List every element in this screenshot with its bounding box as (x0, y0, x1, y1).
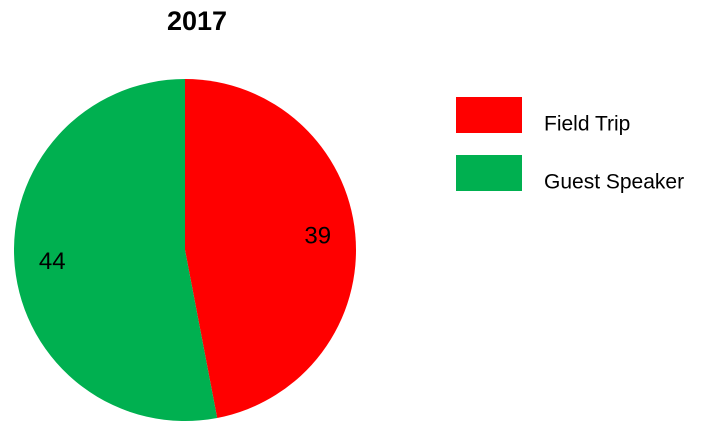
legend-swatch (456, 155, 522, 191)
data-label: 44 (39, 248, 66, 275)
pie-slice (14, 79, 218, 421)
legend-label: Field Trip (544, 113, 630, 136)
legend-label: Guest Speaker (544, 171, 684, 194)
data-label: 39 (304, 223, 331, 250)
chart-title: 2017 (167, 6, 227, 36)
legend-swatch (456, 97, 522, 133)
pie-slice (185, 79, 356, 418)
